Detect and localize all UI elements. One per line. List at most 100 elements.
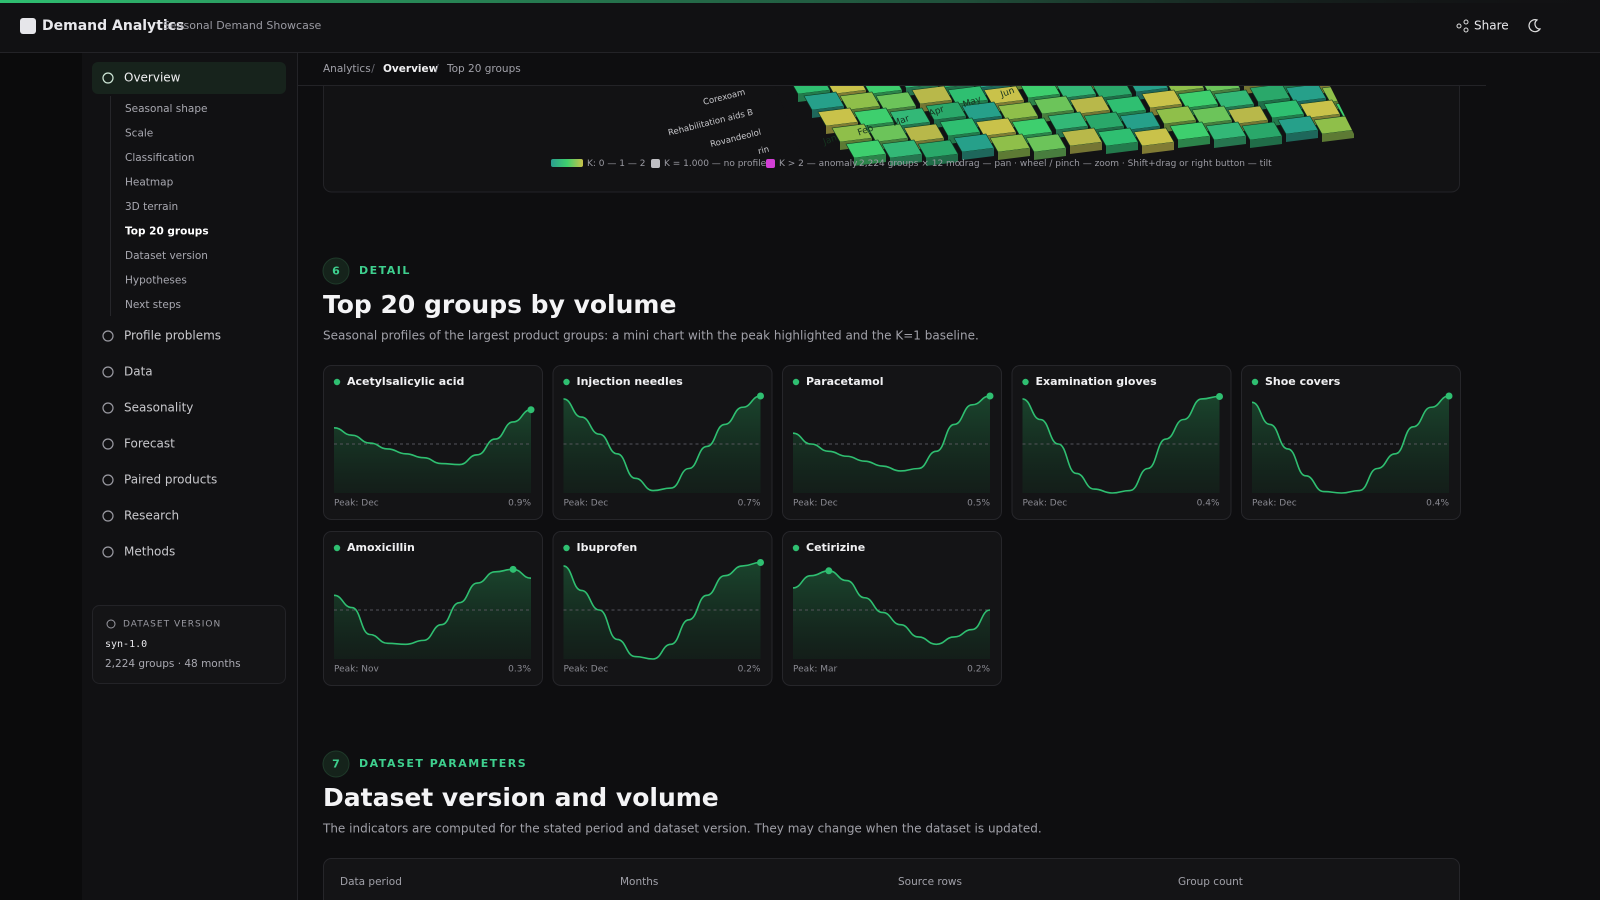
sparkline-area [1022,396,1220,493]
share-button[interactable]: Share [1456,19,1509,33]
section-kicker: DETAIL [359,264,411,277]
terrain-cell-side [1322,130,1354,142]
nav-item[interactable]: Research [102,509,179,523]
nav-icon [102,330,114,342]
sparkline-area [793,570,990,659]
sparkline-area [563,562,761,659]
group-card[interactable]: Cetirizine Peak: Mar 0.2% [782,531,1002,686]
nav-item[interactable]: Seasonality [102,401,193,415]
legend-label: K = 1.000 — no profile [664,159,767,169]
nav-item[interactable]: Paired products [102,473,217,487]
nav-item[interactable]: Profile problems [102,329,221,343]
group-card[interactable]: Examination gloves Peak: Dec 0.4% [1011,365,1232,520]
terrain-cell-side [1178,136,1210,148]
card-dot [563,544,570,552]
nav-sub-label[interactable]: Scale [125,128,153,140]
nav-icon [102,474,114,486]
nav-item[interactable]: Overview Seasonal shape Scale Classificatio… [92,62,286,316]
terrain-mask [324,86,800,150]
section-number: 7 [332,758,340,771]
card-share: 0.4% [1426,499,1449,509]
nav-item[interactable]: Data [102,365,153,379]
card-dot [333,378,341,386]
nav-sub-label[interactable]: Heatmap [125,177,174,189]
group-card[interactable]: Injection needles Peak: Dec 0.7% [552,365,773,520]
legend-label: K: 0 — 1 — 2 [587,159,645,169]
table-header: Data period [340,876,402,888]
nav-label[interactable]: Seasonality [124,401,193,415]
section-title: Top 20 groups by volume [323,290,676,319]
breadcrumb-item[interactable]: Analytics [323,63,371,75]
nav-label[interactable]: Data [124,365,153,379]
peak-marker [757,392,764,400]
sparkline-area [334,569,531,659]
nav-icon [102,546,114,558]
dataset-title: DATASET VERSION [123,620,221,630]
share-icon [1456,23,1462,29]
card-dot [563,378,570,386]
terrain-cell-side [998,148,1030,160]
share-label[interactable]: Share [1474,19,1509,33]
nav-label[interactable]: Profile problems [124,329,221,343]
terrain-cell-side [1070,142,1102,154]
card-peak: Peak: Dec [334,499,379,509]
card-peak: Peak: Dec [564,499,609,509]
peak-marker [757,558,764,566]
theme-toggle[interactable] [1528,19,1542,33]
card-title: Ibuprofen [577,541,638,554]
top-accent [0,0,1600,3]
terrain-cell-side [926,154,958,166]
nav-label[interactable]: Research [124,509,179,523]
card-peak: Peak: Dec [793,499,838,509]
nav-icon [102,402,114,414]
group-card[interactable]: Acetylsalicylic acid Peak: Dec 0.9% [323,365,543,520]
sparkline [563,395,761,492]
sparkline-area [563,395,761,493]
nav-label[interactable]: Overview [124,71,181,85]
breadcrumb-item[interactable]: Top 20 groups [446,63,521,75]
legend-label: drag — pan · wheel / pinch — zoom · Shif… [959,159,1272,169]
card-dot [333,544,341,552]
card-dot [1022,378,1029,386]
nav-sub-label[interactable]: Seasonal shape [125,103,207,115]
card-share: 0.4% [1197,499,1220,509]
nav-label[interactable]: Forecast [124,437,175,451]
card-title: Shoe covers [1265,375,1341,388]
nav-sub-label[interactable]: Top 20 groups [125,226,209,238]
nav-label[interactable]: Methods [124,545,175,559]
legend-swatch [766,159,775,168]
nav-label[interactable]: Paired products [124,473,217,487]
nav-item[interactable]: Forecast [102,437,175,451]
group-card[interactable]: Paracetamol Peak: Dec 0.5% [782,365,1002,520]
sidebar [82,53,297,900]
section-description: The indicators are computed for the stat… [322,822,1042,836]
group-card[interactable]: Ibuprofen Peak: Dec 0.2% [552,531,773,686]
section-number: 6 [332,265,340,278]
group-card[interactable]: Amoxicillin Peak: Nov 0.3% [323,531,543,686]
card-title: Injection needles [577,375,684,388]
breadcrumb-bar [298,53,1486,85]
card-title: Amoxicillin [347,541,415,554]
nav-sub-label[interactable]: Dataset version [125,250,208,262]
nav-sub-label[interactable]: Classification [125,152,194,164]
sparkline-area [1252,395,1449,493]
legend-swatch [651,159,660,168]
terrain-cell-side [1250,136,1282,148]
dataset-card [92,605,286,684]
card-peak: Peak: Mar [793,665,838,675]
nav-sub-label[interactable]: Next steps [125,299,181,311]
dataset-meta: 2,224 groups · 48 months [105,658,241,670]
nav-sub-label[interactable]: 3D terrain [125,201,178,213]
peak-marker [825,567,833,575]
terrain-month-label: Jun [998,86,1016,101]
card-title: Examination gloves [1036,375,1158,388]
nav-item[interactable]: Methods [102,545,175,559]
card-peak: Peak: Nov [334,665,380,675]
card-share: 0.9% [508,499,531,509]
logo [20,18,36,34]
breadcrumb-item[interactable]: Overview [383,63,439,75]
nav-sub-label[interactable]: Hypotheses [125,275,187,287]
group-card[interactable]: Shoe covers Peak: Dec 0.4% [1241,365,1461,520]
